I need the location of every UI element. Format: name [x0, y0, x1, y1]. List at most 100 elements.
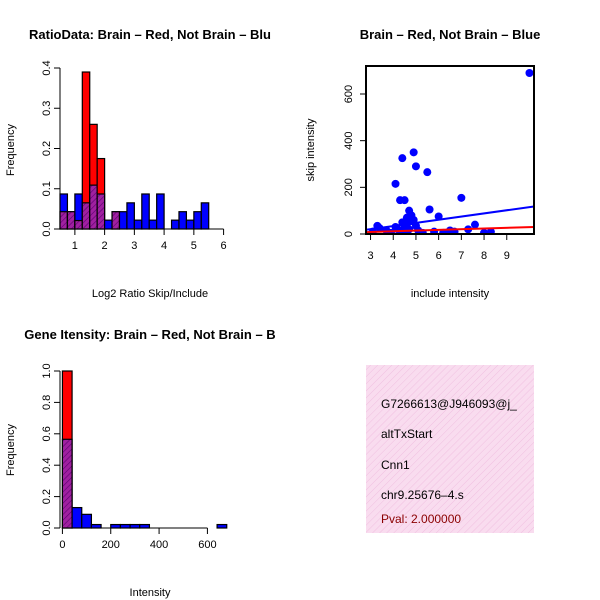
scatter-point	[425, 205, 434, 214]
ratio-histogram-y-tick-label: 0.3	[41, 101, 53, 116]
ratio-histogram-bar-not-brain	[104, 219, 113, 230]
scatter-x-tick-label: 3	[367, 250, 373, 262]
intensity-histogram-y-tick-label: 0.8	[41, 395, 53, 410]
scatter-point	[411, 162, 420, 171]
intensity-histogram-bar-not-brain	[71, 506, 83, 529]
scatter-x-tick-label: 6	[436, 250, 442, 262]
intensity-histogram-x-tick-label: 0	[59, 539, 65, 551]
ratio-histogram-x-tick-label: 1	[72, 240, 78, 252]
ratio-histogram-title: RatioData: Brain – Red, Not Brain – Blu	[29, 27, 271, 42]
intensity-histogram-bar-overlap	[61, 438, 73, 529]
scatter-x-tick-label: 9	[504, 250, 510, 262]
ratio-histogram-bar-not-brain	[133, 219, 143, 230]
scatter-panel: 3 4 5 6 7 8 9 0 200 400 600 Brain – Red, Not Brain…	[305, 27, 540, 300]
intensity-histogram-bar-not-brain	[81, 513, 93, 529]
ratio-histogram-bars	[59, 71, 210, 230]
scatter-y-tick-label: 0	[343, 231, 355, 237]
scatter-x-tick-label: 7	[458, 250, 464, 262]
scatter-xlabel: include intensity	[411, 288, 490, 300]
ratio-histogram-bar-not-brain	[170, 219, 180, 230]
ratio-histogram-panel: 1 2 3 4 5 6 0.0 0.1 0.2 0.3 0.4 RatioData: Brain –…	[5, 27, 271, 300]
scatter-x-tick-label: 5	[413, 250, 419, 262]
ratio-histogram-bar-not-brain	[141, 193, 150, 230]
ratio-histogram-bar-not-brain	[200, 202, 210, 230]
ratio-histogram-y-tick-label: 0.4	[41, 60, 53, 75]
intensity-histogram-x-tick-label: 400	[150, 539, 168, 551]
intensity-histogram-ylabel: Frequency	[5, 424, 17, 476]
scatter-y-tick-label: 200	[343, 178, 355, 196]
scatter-axes: 3 4 5 6 7 8 9 0 200 400 600	[343, 65, 535, 262]
gene-name-text: Cnn1	[381, 458, 410, 472]
intensity-histogram-bar-not-brain	[119, 523, 131, 529]
scatter-title: Brain – Red, Not Brain – Blue	[360, 27, 541, 42]
intensity-histogram-y-tick-label: 0.4	[41, 458, 53, 473]
scatter-y-tick-label: 400	[343, 131, 355, 149]
not-brain-fit-line	[366, 205, 534, 231]
scatter-y-tick-label: 600	[343, 85, 355, 103]
ratio-histogram-bar-overlap	[111, 211, 121, 230]
ratio-histogram-bar-not-brain	[148, 219, 158, 230]
ratio-histogram-y-tick-label: 0.0	[41, 221, 53, 236]
ratio-histogram-axes: 1 2 3 4 5 6 0.0 0.1 0.2 0.3 0.4	[41, 60, 227, 252]
intensity-histogram-bar-not-brain	[216, 523, 228, 529]
ratio-histogram-x-tick-label: 4	[161, 240, 167, 252]
brain-fit-line	[366, 226, 534, 234]
ratio-histogram-bar-overlap	[66, 211, 76, 230]
intensity-histogram-bar-not-brain	[110, 523, 122, 529]
scatter-point	[480, 228, 489, 234]
scatter-point	[400, 196, 409, 205]
ratio-histogram-x-tick-label: 3	[131, 240, 137, 252]
ratio-histogram-bar-overlap	[96, 193, 106, 230]
ratio-histogram-x-tick-label: 5	[191, 240, 197, 252]
location-text: chr9.25676–4.s	[381, 488, 464, 502]
ratio-histogram-x-tick-label: 6	[221, 240, 227, 252]
scatter-point	[470, 220, 479, 229]
ratio-histogram-bar-not-brain	[178, 211, 188, 230]
scatter-x-tick-label: 4	[390, 250, 396, 262]
probe-id-text: G7266613@J946093@j_	[381, 397, 517, 411]
ratio-histogram-bar-overlap	[59, 211, 69, 230]
ratio-histogram-xlabel: Log2 Ratio Skip/Include	[92, 288, 208, 300]
ratio-histogram-bar-overlap	[81, 202, 91, 230]
ratio-histogram-bar-overlap	[89, 184, 98, 230]
intensity-histogram-axes: 0 200 400 600 0.0 0.2 0.4 0.6 0.8 1.0	[41, 363, 217, 551]
ratio-histogram-bar-not-brain	[118, 211, 128, 230]
scatter-point	[391, 179, 400, 188]
intensity-histogram-xlabel: Intensity	[130, 587, 171, 599]
intensity-histogram-x-tick-label: 200	[102, 539, 120, 551]
scatter-point	[457, 193, 466, 202]
ratio-histogram-x-tick-label: 2	[102, 240, 108, 252]
scatter-plot-content	[366, 69, 534, 234]
scatter-point	[409, 148, 418, 157]
ratio-histogram-bar-not-brain	[126, 202, 135, 230]
intensity-histogram-x-tick-label: 600	[198, 539, 216, 551]
ratio-histogram-bar-not-brain	[185, 219, 195, 230]
info-background	[366, 365, 534, 533]
intensity-histogram-y-tick-label: 0.6	[41, 426, 53, 441]
event-type-text: altTxStart	[381, 427, 433, 441]
intensity-histogram-bar-not-brain	[129, 523, 141, 529]
intensity-histogram-title: Gene Itensity: Brain – Red, Not Brain – …	[24, 327, 275, 342]
ratio-histogram-bar-not-brain	[193, 211, 202, 230]
scatter-point	[398, 154, 407, 163]
scatter-x-tick-label: 8	[481, 250, 487, 262]
ratio-histogram-bar-not-brain	[156, 193, 165, 230]
scatter-plot-area	[366, 69, 534, 234]
intensity-histogram-panel: 0 200 400 600 0.0 0.2 0.4 0.6 0.8 1.0 Gene Itensi…	[5, 327, 276, 599]
info-panel: G7266613@J946093@j_ altTxStart Cnn1 chr9…	[366, 365, 534, 533]
intensity-histogram-y-tick-label: 0.0	[41, 520, 53, 535]
pval-text: Pval: 2.000000	[381, 512, 461, 526]
ratio-histogram-bar-overlap	[74, 219, 83, 230]
ratio-histogram-y-tick-label: 0.1	[41, 181, 53, 196]
intensity-histogram-y-tick-label: 1.0	[41, 363, 53, 378]
intensity-histogram-y-tick-label: 0.2	[41, 489, 53, 504]
scatter-point	[423, 168, 432, 177]
intensity-histogram-bar-not-brain	[90, 523, 102, 529]
intensity-histogram-bar-not-brain	[139, 523, 151, 529]
scatter-point	[525, 69, 534, 77]
ratio-histogram-ylabel: Frequency	[5, 124, 17, 176]
ratio-histogram-y-tick-label: 0.2	[41, 141, 53, 156]
scatter-ylabel: skip intensity	[305, 118, 317, 181]
scatter-plot-frame	[365, 65, 535, 235]
